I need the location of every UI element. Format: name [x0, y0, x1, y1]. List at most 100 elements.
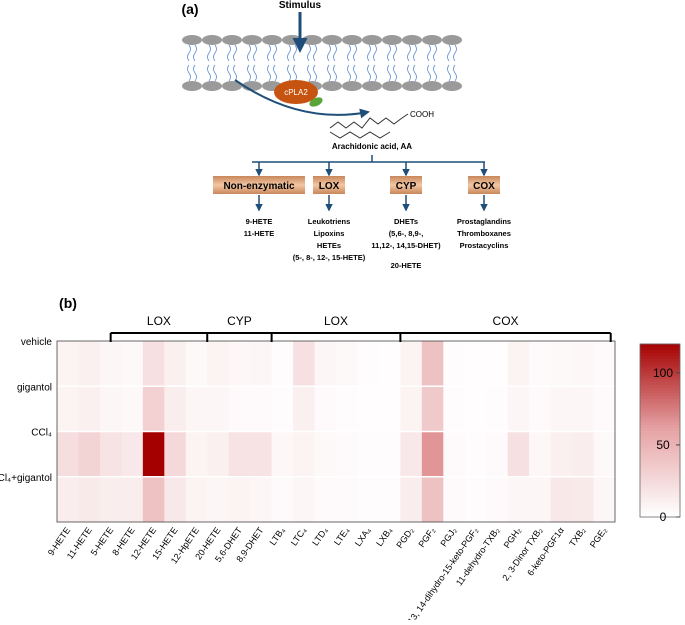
enzyme-label: cPLA2 — [284, 88, 308, 97]
colorbar-step — [640, 352, 680, 356]
heat-cell — [164, 431, 187, 478]
column-label: PGE₂ — [588, 525, 609, 550]
tree-line — [252, 155, 485, 163]
heat-cell — [378, 476, 401, 523]
lipid-head — [402, 35, 422, 45]
lipid-head — [222, 81, 242, 91]
colorbar-step — [640, 461, 680, 466]
lipid-head — [342, 35, 362, 45]
colorbar-step — [640, 384, 680, 388]
lipid-head — [242, 35, 262, 45]
colorbar-step — [640, 482, 680, 486]
group-label: CYP — [227, 314, 252, 328]
lipid-head — [422, 81, 442, 91]
lipid-tail — [227, 44, 231, 82]
heat-cell — [443, 341, 466, 387]
lipid-head — [322, 35, 342, 45]
colorbar-tick-label: 0 — [660, 510, 667, 524]
heat-cell — [250, 476, 272, 523]
heat-cell — [207, 386, 229, 432]
heat-cell — [464, 431, 487, 478]
heatmap-frame — [56, 340, 616, 523]
colorbar-step — [640, 358, 680, 362]
lipid-tail — [353, 44, 357, 82]
enzyme-shape — [274, 80, 318, 104]
colorbar-step — [640, 355, 680, 359]
colorbar-step — [640, 496, 680, 500]
lipid-head — [402, 81, 422, 91]
heat-cell — [250, 341, 272, 387]
row-label: vehicle — [21, 337, 53, 348]
colorbar-step — [640, 502, 680, 506]
column-label: PGH₂ — [502, 525, 524, 550]
colorbar-step — [640, 398, 680, 402]
heat-cell — [207, 431, 229, 478]
heat-cell — [293, 431, 315, 478]
heat-cell — [572, 341, 594, 387]
colorbar-step — [640, 499, 680, 503]
colorbar-step — [640, 349, 680, 353]
colorbar-step — [640, 510, 680, 515]
lipid-tail — [307, 44, 311, 82]
enzyme-arrow — [234, 79, 370, 119]
heat-cell — [529, 476, 551, 523]
heat-cell — [464, 386, 487, 432]
heat-cell — [293, 386, 315, 432]
branch-item: HETEs — [317, 241, 341, 250]
branch-item: 20-HETE — [391, 261, 422, 270]
column-label: LXA₄ — [353, 525, 373, 548]
group-label: LOX — [147, 314, 171, 328]
heat-cell — [464, 341, 487, 387]
heat-cell — [314, 476, 337, 523]
heat-cell — [550, 341, 573, 387]
heat-cell — [99, 431, 122, 478]
branch-box — [213, 176, 305, 194]
lipid-head — [362, 81, 382, 91]
lipid-tail — [213, 44, 217, 82]
heat-cell — [78, 341, 101, 387]
heat-cell — [464, 476, 487, 523]
heat-cell — [78, 431, 101, 478]
lipid-head — [182, 81, 202, 91]
branch-item: Thromboxanes — [457, 229, 511, 238]
column-label: LTE₄ — [332, 525, 352, 547]
lipid-tail — [387, 44, 391, 82]
heat-cell — [271, 476, 294, 523]
heat-cell — [378, 386, 401, 432]
row-label: CCl₄ — [31, 428, 52, 439]
colorbar-step — [640, 450, 680, 454]
branch-label: Non-enzymatic — [223, 181, 295, 192]
heat-cell — [121, 341, 144, 387]
heat-cell — [357, 386, 380, 432]
lipid-tail — [333, 44, 337, 82]
heat-cell — [507, 341, 530, 387]
lipid-tail — [247, 44, 251, 82]
lipid-head — [202, 81, 222, 91]
lipid-head — [202, 35, 222, 45]
heat-cell — [486, 341, 508, 387]
heat-cell — [400, 386, 423, 432]
heat-cell — [593, 386, 616, 432]
heat-cell — [121, 386, 144, 432]
heat-cell — [443, 431, 466, 478]
branch-item: Leukotriens — [308, 217, 351, 226]
heat-cell — [228, 476, 251, 523]
colorbar-step — [640, 476, 680, 480]
colorbar-tick-label: 50 — [656, 438, 670, 452]
heat-cell — [314, 386, 337, 432]
heat-cell — [550, 431, 573, 478]
lipid-tail — [447, 44, 451, 82]
heat-cell — [529, 386, 551, 432]
colorbar-step — [640, 366, 680, 371]
heatmap: (b)vehiclegigantolCCl₄CCl₄+gigantol9-HET… — [0, 295, 681, 625]
heat-cell — [336, 476, 358, 523]
heat-cell — [507, 476, 530, 523]
heat-cell — [357, 476, 380, 523]
branch-box — [468, 176, 500, 194]
heat-cell — [400, 431, 423, 478]
heat-cell — [142, 476, 165, 523]
heat-cell — [336, 431, 358, 478]
heat-cell — [400, 341, 423, 387]
heat-cell — [443, 476, 466, 523]
product-label: Arachidonic acid, AA — [332, 142, 412, 151]
